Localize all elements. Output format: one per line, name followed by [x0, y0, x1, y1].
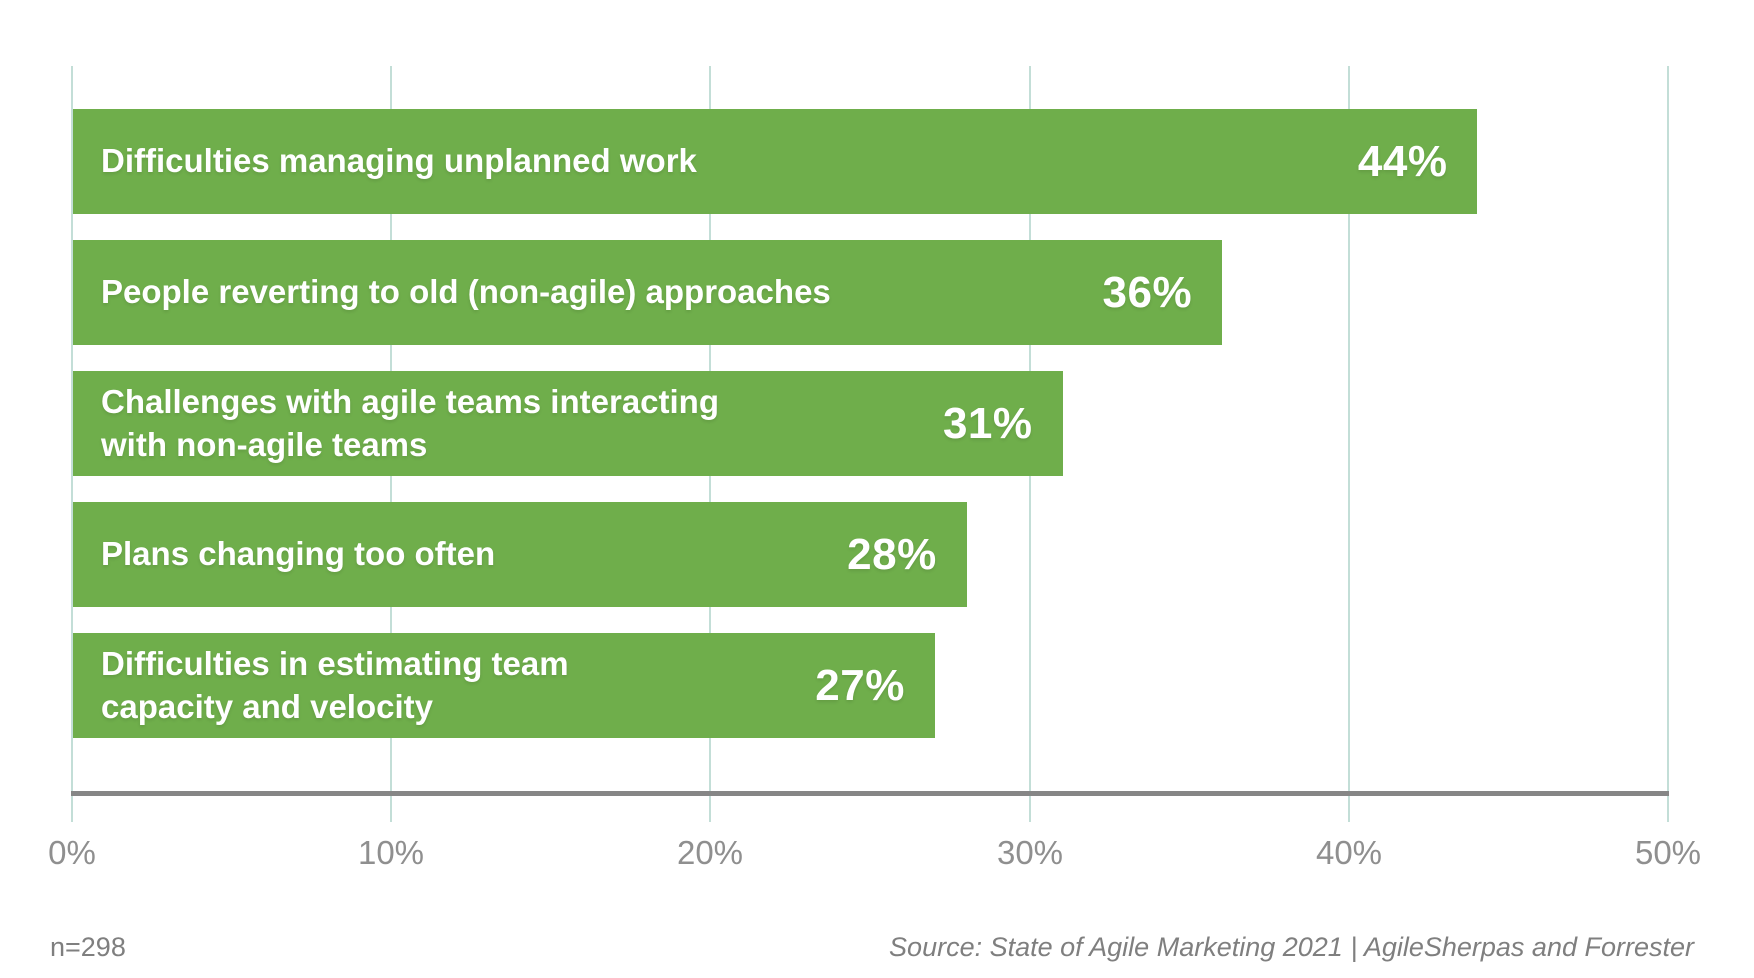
bar-row: Difficulties managing unplanned work 44% — [73, 109, 1478, 214]
bar-label: People reverting to old (non-agile) appr… — [101, 273, 831, 311]
gridline-0pct — [71, 66, 73, 822]
bar-row: People reverting to old (non-agile) appr… — [73, 240, 1223, 345]
plot-area: Difficulties managing unplanned work 44%… — [73, 0, 1669, 978]
bar-value: 28% — [847, 529, 937, 579]
gridline-50pct — [1667, 66, 1669, 822]
bar-value: 44% — [1357, 136, 1448, 186]
bar-label: Difficulties managing unplanned work — [101, 142, 697, 180]
x-tick-label: 20% — [676, 834, 744, 871]
x-tick-label: 10% — [357, 834, 425, 871]
bar-row: Plans changing too often 28% — [73, 502, 967, 607]
bar-value: 36% — [1102, 267, 1193, 317]
bar-label: Difficulties in estimating team capacity… — [101, 645, 569, 725]
bar-label: Plans changing too often — [101, 535, 496, 573]
bar-value: 27% — [815, 660, 905, 710]
gridline-40pct — [1348, 66, 1350, 822]
bar-row: Challenges with agile teams interacting … — [73, 371, 1063, 476]
x-tick-label: 50% — [1634, 834, 1702, 871]
bar-value: 31% — [942, 398, 1033, 448]
bar-label: Challenges with agile teams interacting … — [101, 383, 719, 463]
source-note: Source: State of Agile Marketing 2021 | … — [889, 932, 1694, 962]
x-tick-label: 40% — [1315, 834, 1383, 871]
sample-size-note: n=298 — [50, 932, 126, 962]
bar-row: Difficulties in estimating team capacity… — [73, 633, 935, 738]
x-tick-label: 30% — [996, 834, 1064, 871]
x-tick-label: 0% — [48, 834, 96, 871]
x-axis-line — [71, 791, 1669, 796]
